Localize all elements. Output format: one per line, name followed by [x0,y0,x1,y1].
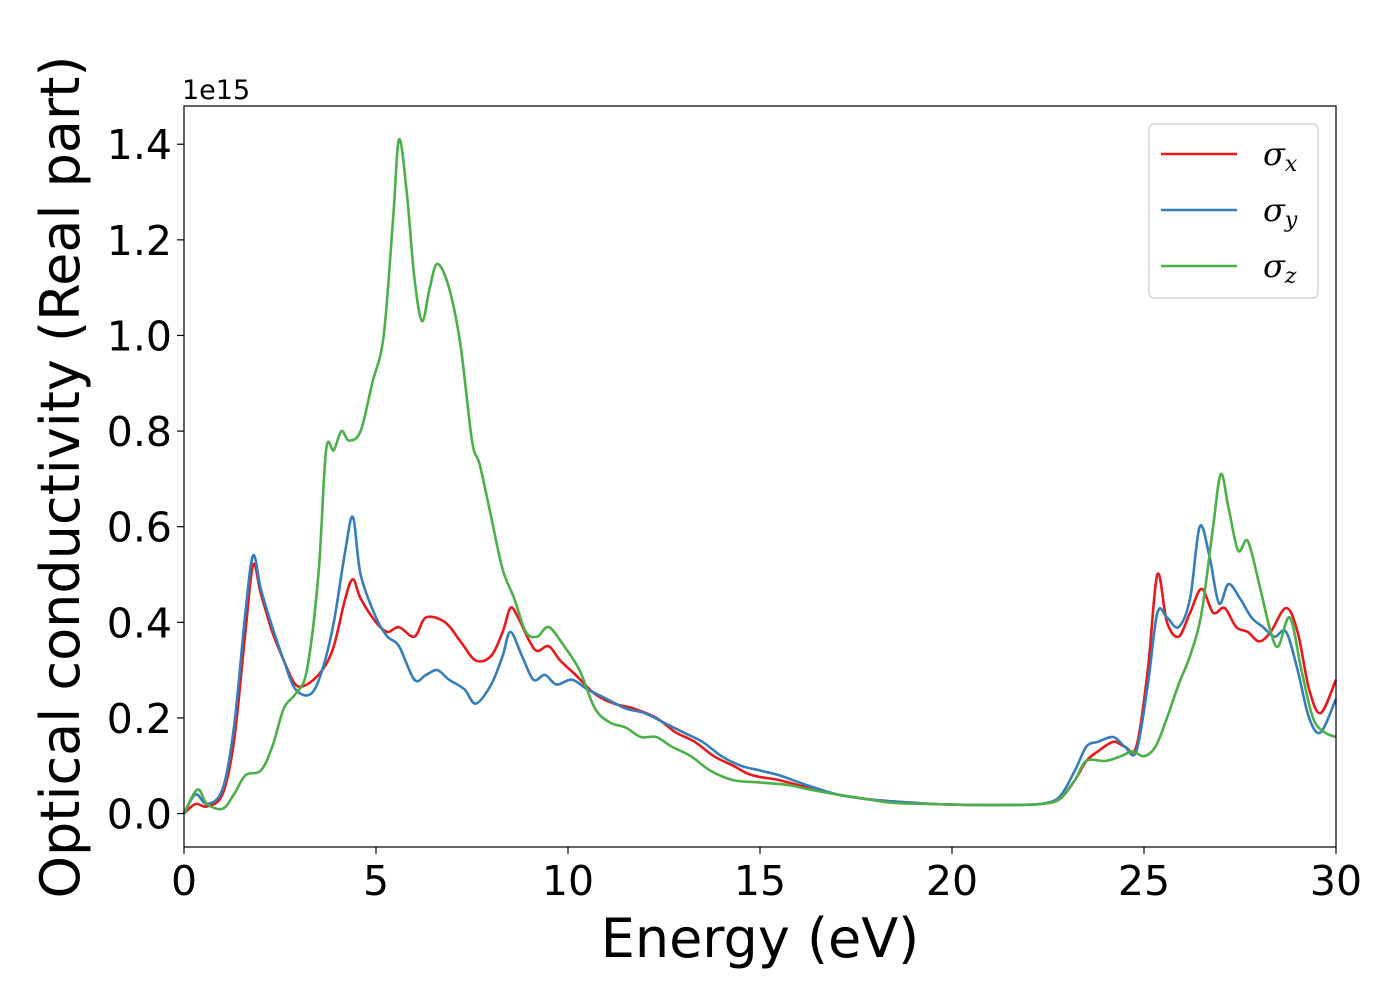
legend-label-x: σx [1263,135,1298,177]
x-axis: 0 5 10 15 20 25 30 [171,847,1362,905]
x-tick-label: 5 [363,857,389,905]
legend: σx σy σz [1148,123,1319,299]
y-tick-label: 1.4 [107,121,172,169]
x-tick-label: 10 [542,857,594,905]
series-layer [182,138,1338,815]
series-line-y [182,515,1338,815]
legend-label-z: σz [1263,247,1297,289]
y-tick-label: 0.6 [107,504,172,552]
y-tick-label: 0.2 [107,695,172,743]
plot-area-background [184,106,1336,847]
y-tick-label: 0.0 [107,791,172,839]
x-tick-label: 30 [1310,857,1362,905]
x-axis-label: Energy (eV) [601,907,920,970]
series-line-z [182,138,1337,815]
x-tick-label: 0 [171,857,197,905]
y-axis-label: Optical conductivity (Real part) [29,56,92,899]
y-tick-label: 1.0 [107,312,172,360]
y-tick-label: 1.2 [107,217,172,265]
y-tick-label: 0.8 [107,408,172,456]
y-tick-label: 0.4 [107,599,172,647]
x-tick-label: 20 [926,857,978,905]
legend-label-y: σy [1263,191,1298,233]
x-tick-label: 25 [1118,857,1170,905]
x-tick-label: 15 [734,857,786,905]
y-offset-text: 1e15 [182,75,250,106]
y-axis: 0.0 0.2 0.4 0.6 0.8 1.0 1.2 1.4 [107,121,184,839]
